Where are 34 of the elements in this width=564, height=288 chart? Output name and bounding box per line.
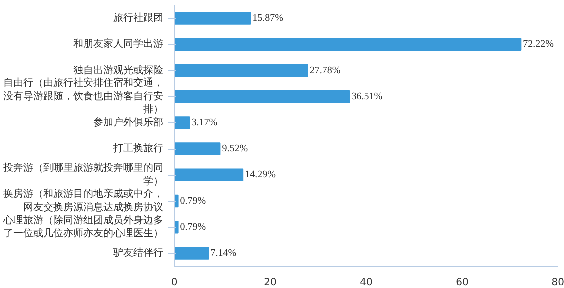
y-tick-label: 换房游（和旅游目的地亲戚或中介，网友交换房源消息达成换房协议 <box>4 188 164 214</box>
y-tick-label: 独自出游观光或探险 <box>74 64 164 76</box>
data-label: 14.29% <box>245 170 276 181</box>
x-tick-label: 60 <box>456 278 469 288</box>
bar <box>174 90 350 104</box>
bar <box>174 12 252 25</box>
bar <box>174 247 210 260</box>
data-label: 72.22% <box>523 39 554 50</box>
y-tick-label: 打工换旅行 <box>112 142 164 155</box>
data-label: 15.87% <box>252 13 284 24</box>
x-tick-label: 80 <box>552 278 564 288</box>
data-label: 9.52% <box>222 144 248 155</box>
data-label: 0.79% <box>180 196 206 207</box>
bar <box>174 142 221 156</box>
y-tick-label: 投奔游（到哪里旅游就投奔哪里的同学） <box>2 162 164 188</box>
bar <box>174 220 179 234</box>
y-tick-label: 旅行社跟团 <box>114 12 164 24</box>
y-tick-label: 心理旅游（除同游组团成员外身边多了一位或几位亦师亦友的心理医生） <box>2 214 164 240</box>
data-label: 27.78% <box>310 65 341 76</box>
data-label: 0.79% <box>180 222 206 233</box>
y-tick-label: 自由行（由旅行社安排住宿和交通，没有导游跟随，饮食也由游客自行安排） <box>4 77 164 116</box>
bar <box>174 64 308 78</box>
bar <box>174 38 522 52</box>
bar <box>174 116 190 130</box>
x-tick-label: 40 <box>360 278 373 288</box>
y-tick-label: 驴友结伴行 <box>114 246 164 259</box>
data-label: 36.51% <box>352 91 383 102</box>
bar <box>174 168 244 182</box>
y-tick-label: 和朋友家人同学出游 <box>74 38 164 50</box>
data-label: 7.14% <box>210 248 237 259</box>
y-tick-label: 参加户外俱乐部 <box>94 116 164 128</box>
x-tick-label: 0 <box>171 278 178 288</box>
data-label: 3.17% <box>192 117 218 128</box>
x-tick-label: 20 <box>264 278 277 288</box>
